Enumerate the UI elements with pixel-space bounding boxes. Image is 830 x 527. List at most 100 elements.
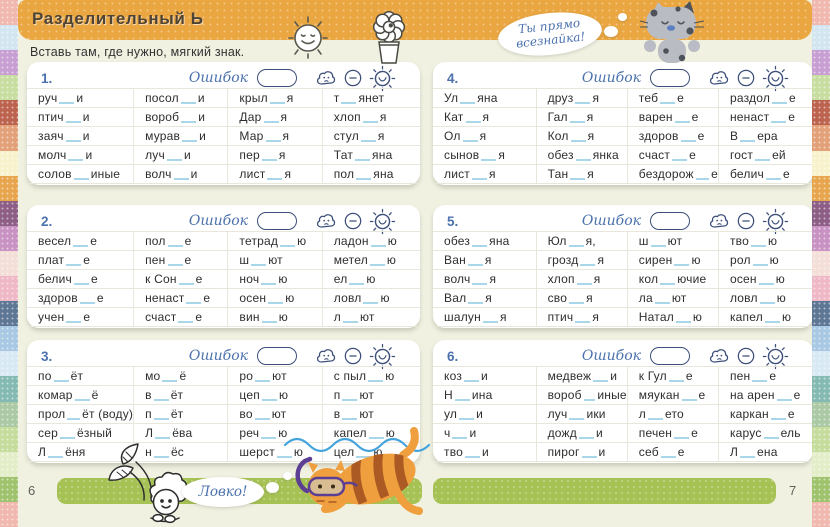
errors-count-box[interactable] [650,69,690,87]
answer-gap[interactable] [481,149,497,161]
answer-gap[interactable] [261,149,277,161]
answer-gap[interactable] [356,446,372,458]
answer-gap[interactable] [280,235,296,247]
answer-gap[interactable] [660,446,676,458]
answer-gap[interactable] [569,111,585,123]
answer-gap[interactable] [660,92,676,104]
answer-gap[interactable] [570,130,586,142]
answer-gap[interactable] [680,130,696,142]
answer-gap[interactable] [752,254,768,266]
answer-gap[interactable] [356,168,372,180]
answer-gap[interactable] [776,389,792,401]
answer-gap[interactable] [772,92,788,104]
answer-gap[interactable] [173,168,189,180]
answer-gap[interactable] [452,427,468,439]
answer-gap[interactable] [740,446,756,458]
answer-gap[interactable] [763,427,779,439]
answer-gap[interactable] [73,273,89,285]
answer-gap[interactable] [341,92,357,104]
answer-gap[interactable] [576,273,592,285]
neutral-face-icon[interactable] [343,68,363,88]
answer-gap[interactable] [342,408,358,420]
answer-gap[interactable] [166,149,182,161]
errors-count-box[interactable] [257,347,297,365]
answer-gap[interactable] [750,235,766,247]
answer-gap[interactable] [180,92,196,104]
happy-sun-face-icon[interactable] [369,208,396,235]
answer-gap[interactable] [578,427,594,439]
sad-cloud-face-icon[interactable] [315,67,337,89]
errors-count-box[interactable] [257,212,297,230]
answer-gap[interactable] [261,389,277,401]
answer-gap[interactable] [261,427,277,439]
answer-gap[interactable] [261,273,277,285]
answer-gap[interactable] [65,130,81,142]
answer-gap[interactable] [771,111,787,123]
answer-gap[interactable] [67,408,81,420]
answer-gap[interactable] [462,130,478,142]
answer-gap[interactable] [770,408,786,420]
answer-gap[interactable] [368,427,384,439]
neutral-face-icon[interactable] [736,346,756,366]
answer-gap[interactable] [59,92,75,104]
answer-gap[interactable] [265,130,281,142]
answer-gap[interactable] [267,168,283,180]
answer-gap[interactable] [153,446,169,458]
answer-gap[interactable] [360,130,376,142]
answer-gap[interactable] [465,111,481,123]
answer-gap[interactable] [740,130,756,142]
answer-gap[interactable] [570,168,586,180]
answer-gap[interactable] [654,292,670,304]
neutral-face-icon[interactable] [736,211,756,231]
answer-gap[interactable] [362,111,378,123]
answer-gap[interactable] [569,292,585,304]
answer-gap[interactable] [68,149,84,161]
answer-gap[interactable] [575,311,591,323]
sad-cloud-face-icon[interactable] [315,345,337,367]
answer-gap[interactable] [59,427,75,439]
answer-gap[interactable] [182,130,198,142]
sad-cloud-face-icon[interactable] [708,67,730,89]
answer-gap[interactable] [759,292,775,304]
answer-gap[interactable] [66,311,82,323]
answer-gap[interactable] [758,273,774,285]
answer-gap[interactable] [672,149,688,161]
answer-gap[interactable] [650,235,666,247]
answer-gap[interactable] [581,446,597,458]
answer-gap[interactable] [647,408,663,420]
neutral-face-icon[interactable] [736,68,756,88]
answer-gap[interactable] [467,254,483,266]
answer-gap[interactable] [48,446,64,458]
answer-gap[interactable] [593,370,609,382]
answer-gap[interactable] [464,370,480,382]
answer-gap[interactable] [153,389,169,401]
answer-gap[interactable] [73,235,89,247]
errors-count-box[interactable] [650,347,690,365]
answer-gap[interactable] [181,111,197,123]
answer-gap[interactable] [472,273,488,285]
answer-gap[interactable] [186,292,202,304]
answer-gap[interactable] [459,408,475,420]
answer-gap[interactable] [482,311,498,323]
answer-gap[interactable] [167,235,183,247]
answer-gap[interactable] [472,168,488,180]
answer-gap[interactable] [695,168,710,180]
answer-gap[interactable] [369,254,385,266]
answer-gap[interactable] [568,235,584,247]
answer-gap[interactable] [53,370,69,382]
answer-gap[interactable] [178,311,194,323]
answer-gap[interactable] [251,254,267,266]
answer-gap[interactable] [74,389,90,401]
answer-gap[interactable] [79,292,95,304]
sad-cloud-face-icon[interactable] [708,210,730,232]
errors-count-box[interactable] [650,212,690,230]
answer-gap[interactable] [66,254,82,266]
neutral-face-icon[interactable] [343,211,363,231]
neutral-face-icon[interactable] [343,346,363,366]
answer-gap[interactable] [178,273,194,285]
answer-gap[interactable] [468,292,484,304]
answer-gap[interactable] [370,235,386,247]
answer-gap[interactable] [355,149,371,161]
answer-gap[interactable] [674,254,690,266]
answer-gap[interactable] [569,408,585,420]
